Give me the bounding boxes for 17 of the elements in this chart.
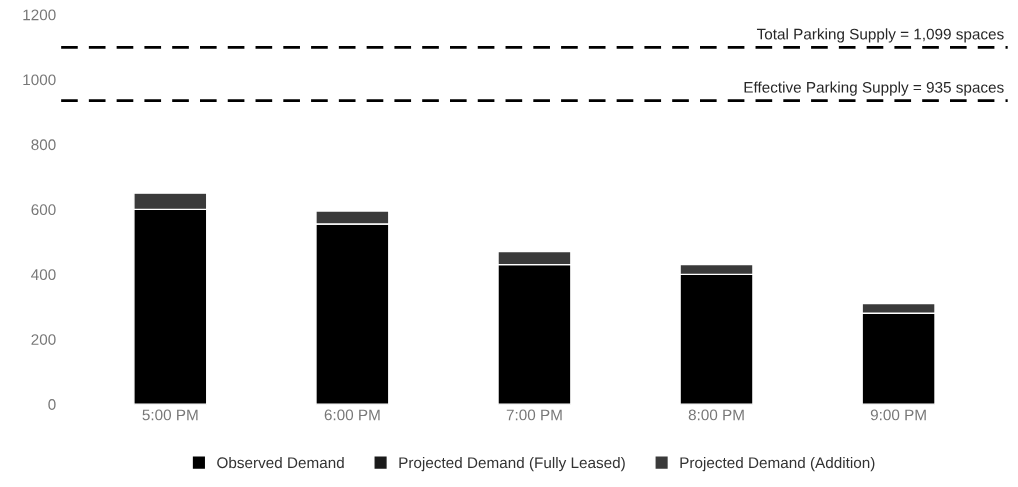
legend-label: Projected Demand (Addition) — [680, 456, 875, 472]
y-tick-label: 200 — [31, 334, 56, 345]
y-tick-label: 1000 — [23, 74, 56, 86]
y-tick-label: 400 — [31, 269, 56, 281]
x-tick-label: 9:00 PM — [870, 409, 926, 421]
y-tick-label: 0 — [48, 399, 56, 410]
y-tick-label: 800 — [31, 139, 56, 151]
legend-label: Observed Demand — [217, 456, 344, 469]
y-tick-label: 600 — [31, 204, 56, 216]
x-tick-label: 6:00 PM — [324, 409, 380, 421]
y-tick-label: 1200 — [23, 9, 56, 21]
ref-line-label: Effective Parking Supply = 935 spaces — [744, 81, 1004, 96]
legend-label: Projected Demand (Fully Leased) — [399, 456, 625, 472]
x-tick-label: 8:00 PM — [688, 409, 744, 421]
ref-line-label: Total Parking Supply = 1,099 spaces — [756, 28, 1004, 43]
x-tick-label: 5:00 PM — [142, 409, 198, 421]
x-tick-label: 7:00 PM — [506, 409, 562, 421]
